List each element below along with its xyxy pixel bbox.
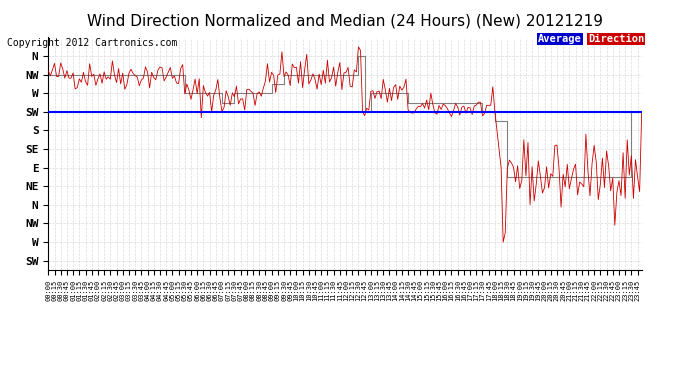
Text: Direction: Direction xyxy=(588,34,644,44)
Text: Copyright 2012 Cartronics.com: Copyright 2012 Cartronics.com xyxy=(7,38,177,48)
Text: Wind Direction Normalized and Median (24 Hours) (New) 20121219: Wind Direction Normalized and Median (24… xyxy=(87,13,603,28)
Text: Average: Average xyxy=(538,34,582,44)
